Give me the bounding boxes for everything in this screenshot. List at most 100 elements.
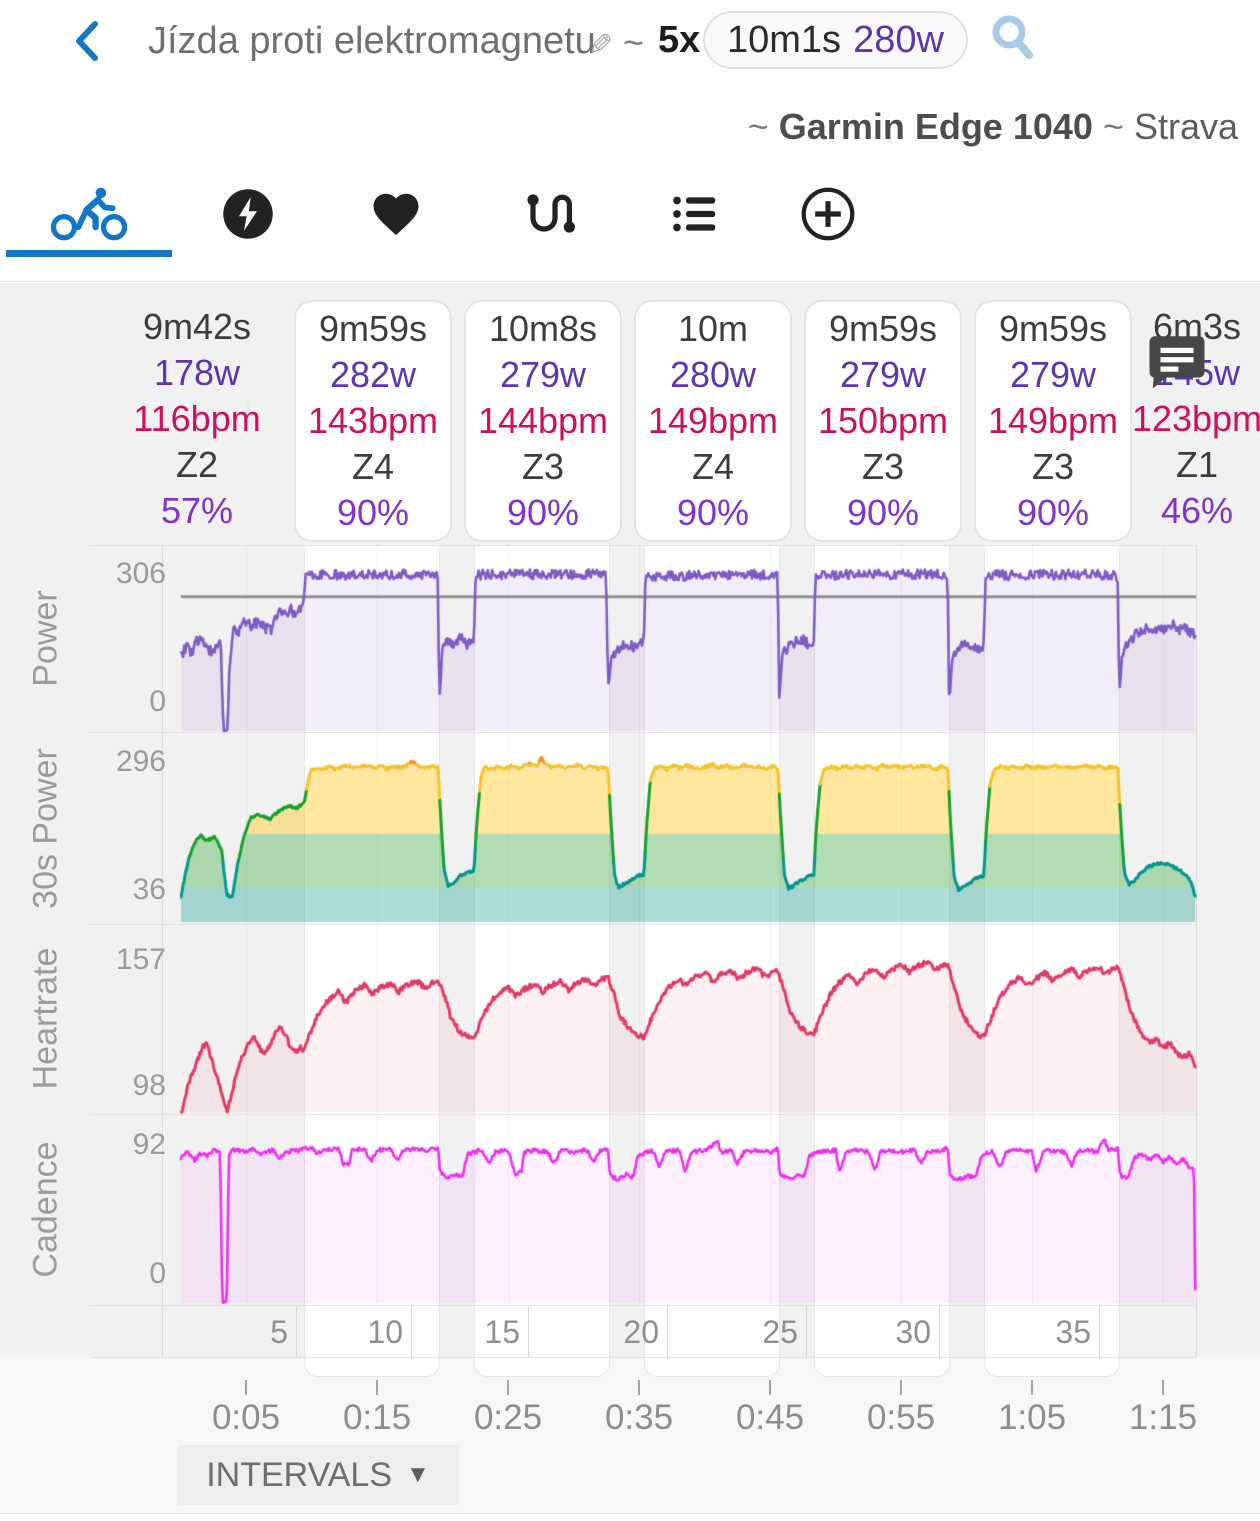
interval-card[interactable]: 10m8s 279w 144bpm Z3 90%: [464, 300, 622, 542]
heartrate-ytick: 98: [132, 1069, 166, 1102]
interval-card[interactable]: 9m42s 178w 116bpm Z2 57%: [90, 300, 304, 538]
power30-ytick: 36: [132, 873, 166, 906]
interval-hr: 144bpm: [477, 400, 609, 441]
km-marker: 5: [270, 1314, 288, 1350]
km-marker: 20: [623, 1314, 659, 1350]
interval-time: 10m: [677, 308, 749, 349]
route-icon: [527, 194, 575, 233]
interval-time: 9m59s: [998, 308, 1108, 349]
edit-pencil-icon[interactable]: ✎: [588, 29, 614, 62]
interval-pct: 57%: [160, 490, 234, 531]
interval-hr: 149bpm: [647, 400, 779, 441]
back-chevron-icon: [76, 21, 98, 61]
time-tick-label: 0:55: [866, 1398, 936, 1437]
header-divider: [0, 281, 1260, 282]
time-tick: [376, 1380, 378, 1395]
dropdown-caret-icon: ▼: [406, 1461, 430, 1488]
back-button[interactable]: [62, 14, 116, 68]
device-name: Garmin Edge 1040: [778, 106, 1093, 147]
power-ytick: 0: [149, 685, 166, 718]
interval-card[interactable]: 9m59s 279w 149bpm Z3 90%: [974, 300, 1132, 542]
time-tick: [900, 1380, 902, 1395]
km-marker: 10: [367, 1314, 403, 1350]
power-ytick: 306: [115, 557, 166, 590]
active-tab-underline: [6, 250, 172, 257]
time-tick-label: 0:05: [211, 1398, 281, 1437]
comment-note-icon[interactable]: [1144, 328, 1210, 394]
search-icon: [992, 15, 1033, 59]
time-tick-label: 1:15: [1128, 1398, 1198, 1437]
interval-power: 178w: [153, 352, 241, 393]
interval-pct: 90%: [846, 492, 920, 533]
activity-title[interactable]: Jízda proti elektromagnetu: [148, 20, 596, 62]
bike-icon: [50, 187, 128, 241]
intervals-dropdown-label: INTERVALS: [206, 1455, 393, 1494]
interval-zone: Z4: [691, 446, 734, 487]
interval-hr: 150bpm: [817, 400, 949, 441]
interval-power: 280w: [669, 354, 757, 395]
tab-route[interactable]: [511, 174, 591, 254]
header: Jízda proti elektromagnetu ✎ ~ 5x 10m1s …: [0, 0, 1260, 283]
interval-power: 279w: [499, 354, 587, 395]
pill-duration: 10m1s: [727, 18, 842, 61]
interval-hr: 123bpm: [1131, 398, 1260, 439]
time-tick: [1031, 1380, 1033, 1395]
interval-power: 279w: [839, 354, 927, 395]
interval-pct: 90%: [676, 492, 750, 533]
interval-hr: 116bpm: [133, 398, 261, 439]
interval-time: 9m59s: [318, 308, 428, 349]
tab-activity-bike[interactable]: [49, 174, 129, 254]
tilde-separator: ~: [623, 22, 645, 63]
pill-power: 280w: [853, 18, 944, 61]
interval-card[interactable]: 10m 280w 149bpm Z4 90%: [634, 300, 792, 542]
tab-power[interactable]: [208, 174, 288, 254]
interval-hr: 149bpm: [987, 400, 1119, 441]
interval-card[interactable]: 9m59s 279w 150bpm Z3 90%: [804, 300, 962, 542]
interval-zone: Z1: [1175, 444, 1218, 485]
interval-power: 282w: [329, 354, 417, 395]
list-icon: [673, 196, 716, 232]
time-tick: [507, 1380, 509, 1395]
cadence-ytick: 0: [149, 1257, 166, 1290]
interval-pct: 90%: [336, 492, 410, 533]
time-tick-label: 1:05: [997, 1398, 1067, 1437]
add-circle-icon: [801, 187, 855, 241]
search-button[interactable]: [985, 10, 1041, 66]
tab-list[interactable]: [655, 174, 735, 254]
time-tick: [769, 1380, 771, 1395]
time-tick-label: 0:35: [604, 1398, 674, 1437]
tab-bar: [0, 160, 1260, 281]
cadence-axis-title: Cadence: [26, 1141, 65, 1278]
tab-add[interactable]: [788, 174, 868, 254]
time-tick: [245, 1380, 247, 1395]
interval-zone: Z3: [521, 446, 564, 487]
interval-zone: Z3: [861, 446, 904, 487]
heartrate-ytick: 157: [115, 943, 166, 976]
power-bolt-icon: [223, 189, 273, 239]
platform-name: Strava: [1133, 106, 1238, 147]
power30-ytick: 296: [115, 745, 166, 778]
time-tick-label: 0:25: [473, 1398, 543, 1437]
km-marker: 25: [762, 1314, 798, 1350]
interval-pct: 90%: [506, 492, 580, 533]
interval-hr: 143bpm: [307, 400, 439, 441]
time-tick-label: 0:45: [735, 1398, 805, 1437]
time-tick-label: 0:15: [342, 1398, 412, 1437]
interval-card[interactable]: 9m59s 282w 143bpm Z4 90%: [294, 300, 452, 542]
interval-zone: Z4: [351, 446, 394, 487]
interval-pct: 46%: [1160, 490, 1234, 531]
tab-heartrate[interactable]: [356, 174, 436, 254]
km-marker: 35: [1055, 1314, 1091, 1350]
heart-icon: [373, 193, 419, 236]
interval-summary-pill[interactable]: 10m1s 280w: [703, 11, 968, 69]
time-tick: [638, 1380, 640, 1395]
interval-pct: 90%: [1016, 492, 1090, 533]
interval-power: 279w: [1009, 354, 1097, 395]
km-marker: 15: [484, 1314, 520, 1350]
km-marker: 30: [895, 1314, 931, 1350]
intervals-dropdown-button[interactable]: INTERVALS ▼: [177, 1445, 459, 1505]
device-source: ~ Garmin Edge 1040 ~ Strava: [748, 106, 1238, 148]
subtitle-tilde: ~: [747, 106, 779, 147]
time-tick: [1162, 1380, 1164, 1395]
